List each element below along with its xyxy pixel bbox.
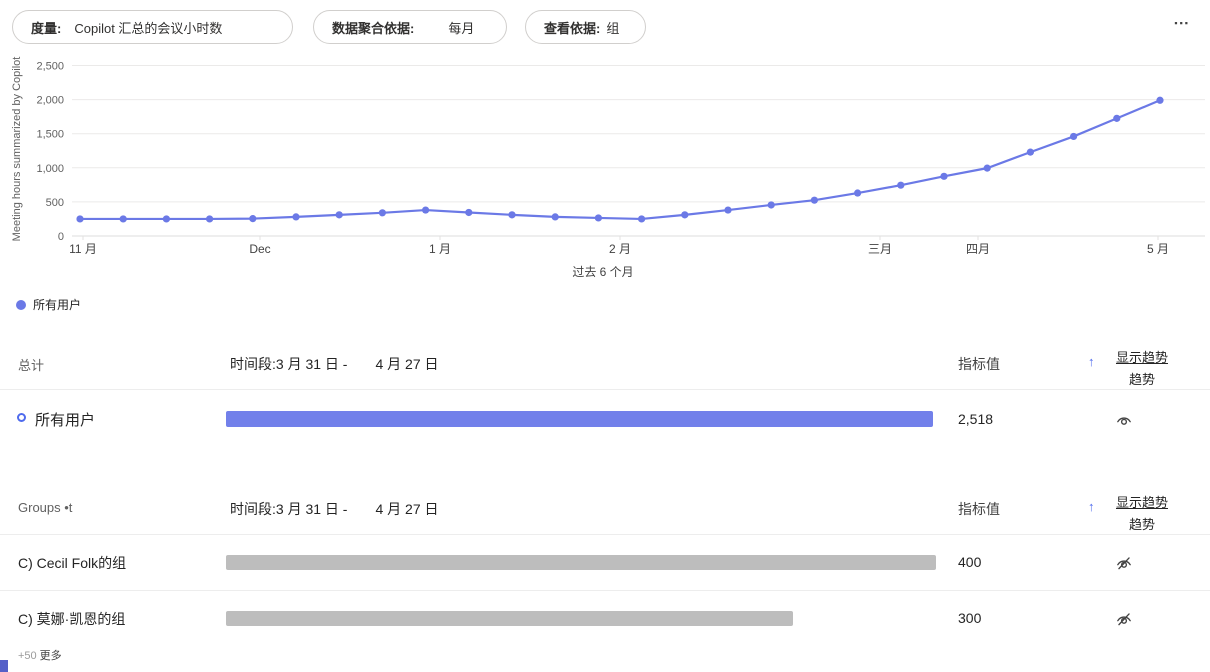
metric-bar-all-users	[226, 411, 933, 427]
all-users-ring-icon	[17, 413, 26, 422]
svg-text:三月: 三月	[868, 242, 892, 256]
view-by-label: 查看依据:	[544, 20, 601, 36]
row-label-all-users[interactable]: 所有用户	[35, 412, 96, 429]
svg-text:1,500: 1,500	[36, 129, 64, 141]
metric-value-header: 指标值	[958, 501, 1000, 517]
period-end: 4 月 27 日	[375, 356, 439, 372]
svg-text:2 月: 2 月	[609, 242, 631, 256]
show-more-link[interactable]: +50 更多	[18, 647, 62, 663]
trend-subheader: 趋势	[1128, 372, 1155, 387]
svg-text:500: 500	[46, 197, 64, 209]
svg-text:四月: 四月	[966, 242, 990, 256]
line-chart: 0 500 1,000 1,500 2,000 2,500 11 月 Dec 1 月 2 月 三月 四…	[36, 61, 1205, 256]
row-label-mona-kane-group[interactable]: C) 莫娜·凯恩的组	[18, 611, 126, 627]
aggregation-value: 每月	[448, 20, 475, 36]
legend-item-all-users[interactable]: 所有用户	[16, 296, 81, 313]
view-by-dropdown[interactable]: 查看依据: 组	[525, 10, 646, 44]
divider	[0, 590, 1210, 591]
svg-text:1,000: 1,000	[36, 163, 64, 175]
aggregation-label: 数据聚合依据:	[332, 20, 415, 36]
svg-text:5 月: 5 月	[1147, 242, 1169, 256]
measure-dropdown[interactable]: 度量: Copilot 汇总的会议小时数	[12, 10, 293, 44]
metric-bar-mona-kane-group	[226, 611, 793, 626]
section-total-title: 总计	[18, 358, 45, 373]
row-label-cecil-folk-group[interactable]: C) Cecil Folk的组	[18, 555, 127, 571]
section-groups-title: Groups •t	[18, 500, 73, 515]
eye-off-icon[interactable]	[1115, 554, 1133, 572]
sort-ascending-icon[interactable]: ↑	[1088, 499, 1095, 514]
metric-value-cecil-folk-group: 400	[958, 554, 982, 570]
show-trend-header[interactable]: 显示趋势 趋势	[1104, 492, 1180, 533]
more-options-icon[interactable]: ▪▪▪	[1174, 18, 1190, 28]
show-more-word: 更多	[39, 650, 62, 662]
sort-ascending-icon[interactable]: ↑	[1088, 354, 1095, 369]
measure-label: 度量:	[31, 20, 62, 36]
period-start: 时间段:3 月 31 日 -	[230, 356, 348, 372]
corner-accent	[0, 660, 8, 672]
section-groups-period: 时间段:3 月 31 日 - 4 月 27 日	[230, 499, 439, 519]
metric-value-all-users: 2,518	[958, 411, 994, 427]
measure-value: Copilot 汇总的会议小时数	[74, 20, 223, 36]
show-trend-link[interactable]: 显示趋势	[1115, 495, 1168, 510]
svg-text:11 月: 11 月	[69, 242, 97, 256]
view-by-value: 组	[606, 20, 620, 36]
svg-text:1 月: 1 月	[429, 242, 451, 256]
divider	[0, 389, 1210, 390]
trend-subheader: 趋势	[1128, 517, 1155, 532]
period-start: 时间段:3 月 31 日 -	[230, 501, 348, 517]
svg-text:0: 0	[58, 231, 64, 243]
eye-icon[interactable]	[1115, 411, 1133, 429]
show-trend-header[interactable]: 显示趋势 趋势	[1104, 347, 1180, 388]
divider	[0, 534, 1210, 535]
show-trend-link[interactable]: 显示趋势	[1115, 350, 1168, 365]
svg-text:2,500: 2,500	[36, 61, 64, 73]
metric-bar-cecil-folk-group	[226, 555, 936, 570]
period-end: 4 月 27 日	[375, 501, 439, 517]
metric-value-header: 指标值	[958, 356, 1000, 372]
aggregation-dropdown[interactable]: 数据聚合依据: 每月	[313, 10, 507, 44]
eye-off-icon[interactable]	[1115, 610, 1133, 628]
svg-text:2,000: 2,000	[36, 95, 64, 107]
legend-dot-icon	[16, 299, 26, 310]
legend-label: 所有用户	[33, 298, 82, 312]
section-total-period: 时间段:3 月 31 日 - 4 月 27 日	[230, 354, 439, 374]
chart-x-axis-title: 过去 6 个月	[572, 265, 634, 279]
svg-text:Dec: Dec	[249, 242, 270, 256]
show-more-count: +50	[18, 650, 37, 662]
metric-value-mona-kane-group: 300	[958, 610, 982, 626]
